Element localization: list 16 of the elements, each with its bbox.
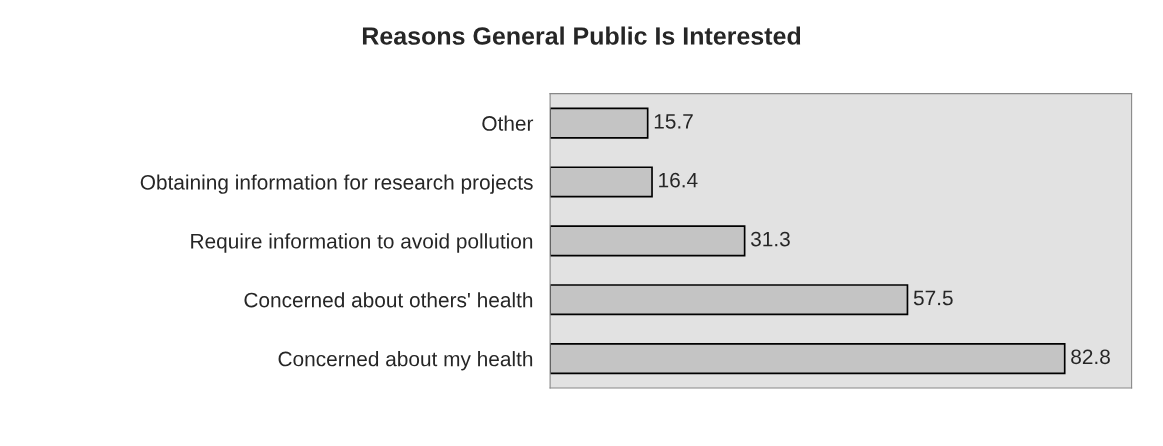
bar [550, 284, 909, 316]
y-tick-label: Require information to avoid pollution [191, 233, 533, 253]
data-label: 15.7 [654, 114, 693, 129]
data-label: 31.3 [750, 231, 790, 247]
y-tick-label: Concerned about my health [278, 351, 533, 371]
data-label: 57.5 [913, 290, 953, 306]
y-tick-label: Concerned about others' health [244, 292, 533, 308]
data-label: 16.4 [659, 172, 698, 188]
y-tick-label: Other [482, 115, 534, 131]
chart-title: Reasons General Public Is Interested [362, 26, 801, 45]
bar [550, 107, 649, 139]
data-label: 82.8 [1071, 349, 1110, 365]
bar [550, 343, 1066, 375]
bar [550, 166, 653, 198]
y-tick-label: Obtaining information for research projects [140, 174, 533, 194]
bar [550, 225, 746, 257]
